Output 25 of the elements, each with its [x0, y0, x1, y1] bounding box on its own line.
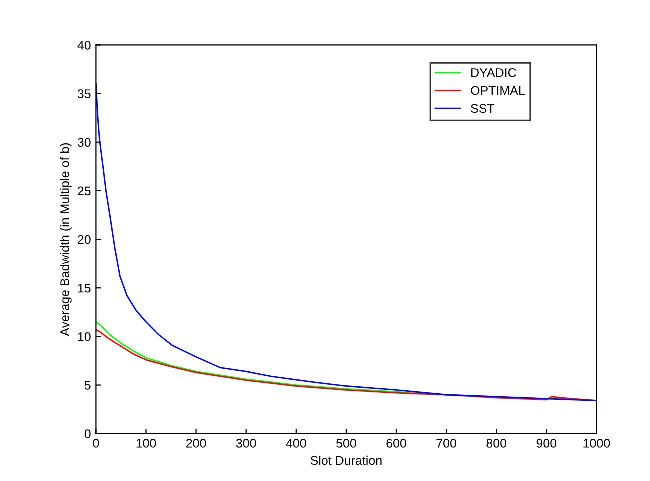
legend-label: DYADIC — [472, 68, 516, 78]
y-tick-label: 15 — [78, 284, 91, 293]
x-tick-label: 700 — [436, 439, 456, 448]
x-tick-label: 300 — [236, 439, 256, 448]
x-tick-label: 600 — [386, 439, 406, 448]
x-axis-title: Slot Duration — [310, 456, 382, 466]
y-tick-label: 35 — [78, 90, 91, 98]
x-tick-label: 100 — [136, 439, 156, 448]
legend-label: OPTIMAL — [471, 86, 525, 96]
x-tick-label: 200 — [186, 439, 206, 448]
x-tick-label: 900 — [536, 439, 557, 448]
y-tick-label: 40 — [78, 41, 91, 50]
x-tick-label: 400 — [286, 439, 306, 448]
x-tick-label: 0 — [93, 439, 100, 448]
x-tick-label: 500 — [336, 439, 356, 448]
x-tick-label: 1000 — [584, 439, 610, 448]
x-tick-label: 800 — [486, 439, 507, 448]
legend-label: SST — [471, 104, 495, 114]
y-tick-label: 20 — [78, 235, 91, 244]
y-tick-label: 0 — [84, 430, 91, 439]
y-tick-label: 5 — [84, 381, 91, 390]
y-tick-label: 30 — [78, 138, 91, 148]
y-tick-label: 25 — [78, 186, 91, 196]
y-tick-label: 10 — [78, 332, 91, 342]
y-axis-title: Average Badwidth (in Multiple of b) — [60, 143, 72, 336]
